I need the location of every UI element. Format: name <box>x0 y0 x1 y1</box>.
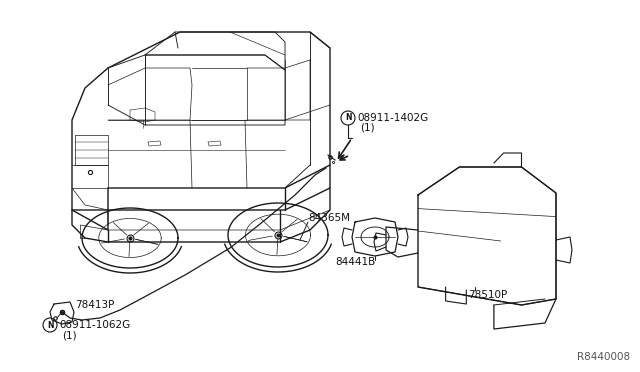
Text: 84441B: 84441B <box>335 257 375 267</box>
Text: N: N <box>345 113 351 122</box>
Text: 78510P: 78510P <box>468 290 508 300</box>
Text: 08911-1402G: 08911-1402G <box>357 113 428 123</box>
Text: (1): (1) <box>360 123 374 133</box>
Text: R8440008: R8440008 <box>577 352 630 362</box>
Text: 78413P: 78413P <box>75 300 115 310</box>
Text: (1): (1) <box>62 331 77 341</box>
Text: 84365M: 84365M <box>308 213 350 223</box>
Text: 08911-1062G: 08911-1062G <box>59 320 131 330</box>
Text: N: N <box>47 321 53 330</box>
